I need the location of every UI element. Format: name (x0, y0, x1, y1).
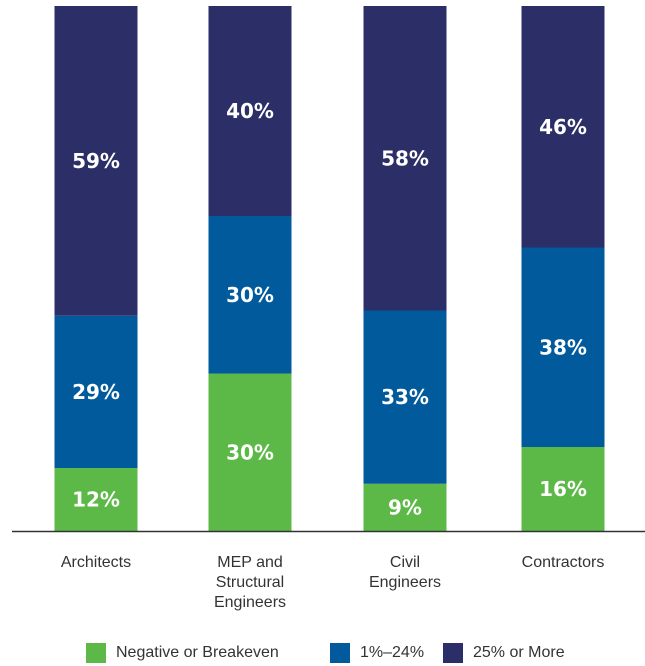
bar-segment-3-2 (363, 310, 447, 484)
data-label-2-2: 30% (226, 283, 274, 307)
data-label-3-1: 9% (388, 495, 422, 519)
legend-swatch-negative-breakeven (86, 643, 106, 663)
bar-segment-2-2 (208, 216, 292, 374)
bar-segment-3-3 (363, 6, 447, 311)
legend-item-1-24: 1%–24% (330, 640, 424, 666)
bar-segment-2-3 (208, 6, 292, 216)
category-label-1: Architects (61, 554, 131, 571)
data-label-3-2: 33% (381, 385, 429, 409)
data-label-3-3: 58% (381, 146, 429, 170)
legend-label-1-24: 1%–24% (360, 644, 425, 661)
data-label-1-3: 59% (72, 149, 120, 173)
data-label-4-3: 46% (539, 115, 587, 139)
bar-segment-3-1 (363, 483, 447, 531)
data-label-2-3: 40% (226, 99, 274, 123)
data-label-1-2: 29% (72, 380, 120, 404)
stacked-bar-chart: 12% 29% 59% Architects 30% 30% 40% MEP and Struc… (12, 6, 645, 611)
legend-label-negative-breakeven: Negative or Breakeven (116, 644, 279, 661)
category-label-3-line-2: Engineers (369, 574, 441, 591)
legend-label-25-or-more: 25% or More (473, 644, 565, 661)
chart-legend: Negative or Breakeven 1%–24% 25% or More (0, 640, 645, 666)
data-label-2-1: 30% (226, 440, 274, 464)
category-label-2-line-1: MEP and (217, 554, 283, 571)
legend-swatch-1-24 (330, 643, 350, 663)
legend-swatch-25-or-more (443, 643, 463, 663)
bar-segment-1-1 (54, 468, 138, 531)
bar-segment-1-3 (54, 6, 138, 316)
category-label-4: Contractors (522, 554, 605, 571)
category-label-2-line-2: Structural (216, 574, 284, 591)
bar-segment-1-2 (54, 315, 138, 468)
category-label-3-line-1: Civil (390, 554, 420, 571)
category-label-2-line-3: Engineers (214, 594, 286, 611)
legend-item-25-or-more: 25% or More (443, 640, 565, 666)
data-label-1-1: 12% (72, 488, 120, 512)
legend-item-negative-breakeven: Negative or Breakeven (86, 640, 279, 666)
data-label-4-2: 38% (539, 335, 587, 359)
bar-segment-2-1 (208, 373, 292, 531)
bar-segment-4-1 (521, 447, 605, 531)
data-label-4-1: 16% (539, 477, 587, 501)
bar-segment-4-3 (521, 6, 605, 248)
bar-segment-4-2 (521, 247, 605, 447)
